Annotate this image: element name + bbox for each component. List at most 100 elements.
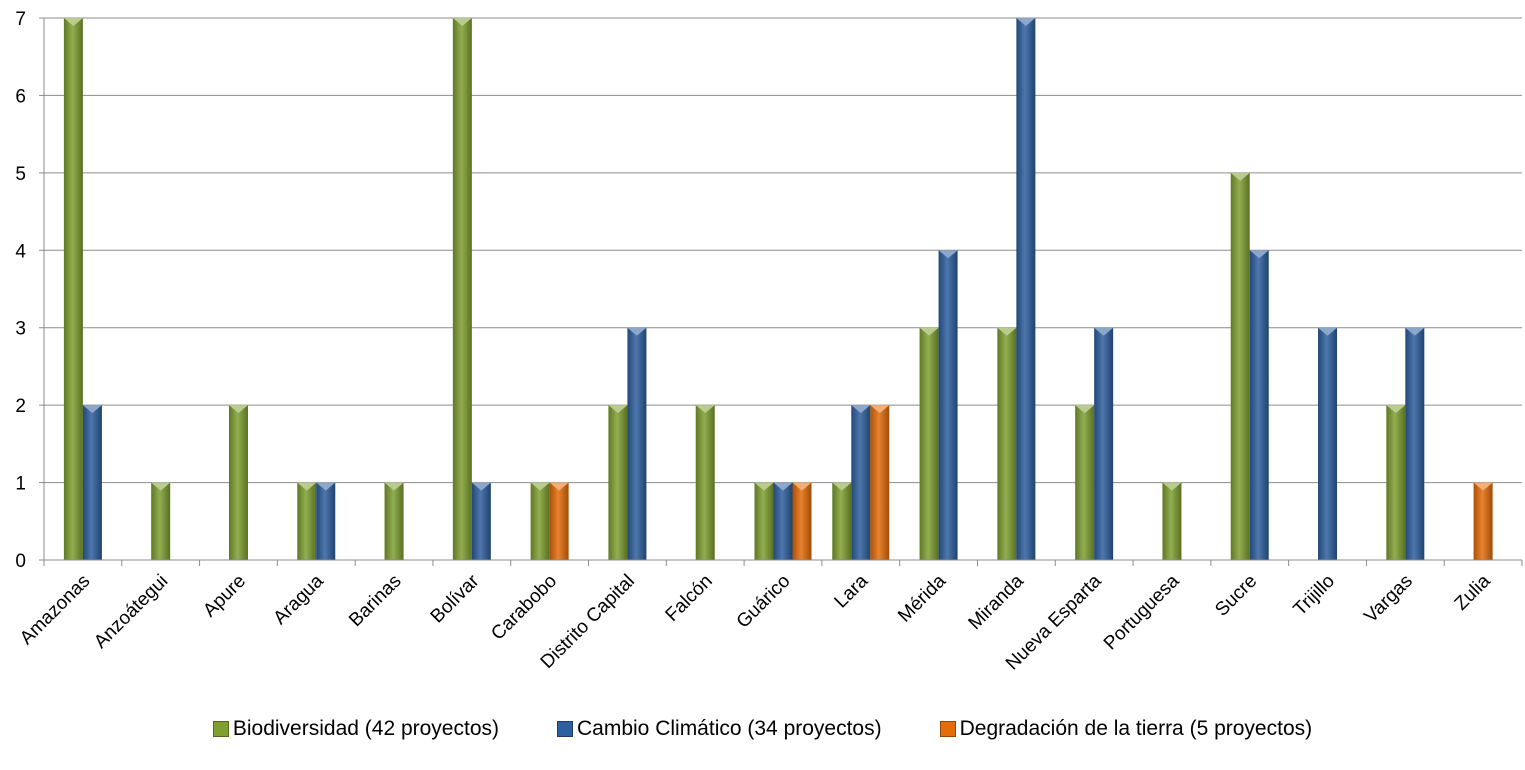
x-tick-label-trijillo: Trijillo (1290, 571, 1339, 620)
legend-swatch-cambio-climatico (557, 721, 573, 737)
legend-label-biodiversidad: Biodiversidad (42 proyectos) (232, 717, 499, 740)
bar-barinas-series-0 (384, 482, 404, 560)
y-tick-label-4: 4 (15, 241, 26, 262)
bar-merida-series-1 (938, 250, 958, 561)
bar-cap-guarico-series-2 (792, 482, 812, 491)
bar-cap-guarico-series-1 (773, 482, 793, 491)
legend-label-degradacion: Degradación de la tierra (5 proyectos) (959, 717, 1313, 740)
bar-carabobo-series-0 (530, 482, 550, 560)
bar-cap-distrito-capital-series-0 (608, 405, 628, 414)
x-tick-label-vargas: Vargas (1360, 571, 1416, 627)
bar-marks (63, 18, 1493, 561)
legend-item-cambio-climatico: Cambio Climático (34 proyectos) (557, 717, 882, 741)
bar-miranda-series-1 (1016, 18, 1036, 560)
y-tick-label-2: 2 (15, 396, 26, 417)
bar-cap-falcon-series-0 (695, 405, 715, 414)
bar-miranda-series-0 (997, 327, 1017, 560)
bar-cap-nueva-esparta-series-1 (1094, 327, 1114, 336)
x-tick-label-sucre: Sucre (1211, 571, 1261, 621)
bar-cap-carabobo-series-2 (549, 482, 569, 491)
legend-item-biodiversidad: Biodiversidad (42 proyectos) (212, 717, 499, 741)
x-tick-label-zulia: Zulia (1451, 570, 1495, 614)
bar-lara-series-2 (870, 405, 890, 560)
bar-cap-miranda-series-1 (1016, 18, 1036, 26)
bar-cap-distrito-capital-series-1 (627, 327, 647, 336)
y-tick-label-1: 1 (15, 474, 26, 495)
bar-cap-amazonas-series-0 (63, 18, 83, 26)
bar-cap-bolivar-series-1 (471, 482, 491, 491)
bar-cap-guarico-series-0 (754, 482, 774, 491)
bar-distrito-capital-series-0 (608, 405, 628, 560)
bar-vargas-series-0 (1386, 405, 1406, 560)
bar-lara-series-0 (832, 482, 852, 560)
bar-carabobo-series-2 (549, 482, 569, 560)
x-tick-label-carabobo: Carabobo (487, 571, 561, 645)
bar-merida-series-0 (919, 327, 939, 560)
bar-nueva-esparta-series-1 (1094, 327, 1114, 560)
y-tick-label-3: 3 (15, 319, 26, 340)
bar-cap-trijillo-series-1 (1318, 327, 1338, 336)
bar-cap-vargas-series-1 (1405, 327, 1425, 336)
y-tick-label-0: 0 (15, 551, 26, 572)
legend-swatch-degradacion (939, 721, 956, 737)
bar-sucre-series-1 (1249, 250, 1269, 561)
x-tick-label-guarico: Guárico (733, 571, 795, 633)
bar-cap-lara-series-2 (870, 405, 890, 414)
bar-nueva-esparta-series-0 (1075, 405, 1095, 560)
bar-guarico-series-0 (754, 482, 774, 560)
x-tick-label-lara: Lara (831, 570, 873, 612)
bar-cap-nueva-esparta-series-0 (1075, 405, 1095, 414)
bar-guarico-series-2 (792, 482, 812, 560)
bar-cap-barinas-series-0 (384, 482, 404, 491)
bar-amazonas-series-0 (63, 18, 83, 560)
bar-cap-sucre-series-0 (1230, 172, 1250, 181)
bar-distrito-capital-series-1 (627, 327, 647, 560)
bar-apure-series-0 (228, 405, 248, 560)
x-tick-label-portuguesa: Portuguesa (1100, 570, 1184, 654)
gridlines (44, 17, 1522, 484)
bar-cap-aragua-series-1 (316, 482, 336, 491)
legend-swatch-biodiversidad (212, 721, 229, 737)
x-tick-label-bolivar: Bolívar (427, 570, 484, 627)
bar-anzoategui-series-0 (151, 482, 171, 560)
bar-sucre-series-0 (1230, 172, 1250, 560)
bar-cap-sucre-series-1 (1249, 250, 1269, 259)
bar-cap-merida-series-0 (919, 327, 939, 336)
bar-bolivar-series-1 (471, 482, 491, 560)
bar-cap-portuguesa-series-0 (1162, 482, 1182, 491)
y-tick-label-5: 5 (15, 164, 26, 185)
legend-label-cambio-climatico: Cambio Climático (34 proyectos) (577, 717, 882, 740)
bar-cap-merida-series-1 (938, 250, 958, 259)
bar-bolivar-series-0 (452, 18, 472, 560)
bar-cap-aragua-series-0 (297, 482, 317, 491)
bar-zulia-series-2 (1473, 482, 1493, 560)
legend: Biodiversidad (42 proyectos) Cambio Clim… (0, 713, 1525, 745)
x-tick-label-miranda: Miranda (965, 570, 1029, 634)
bar-aragua-series-1 (316, 482, 336, 560)
bar-guarico-series-1 (773, 482, 793, 560)
bar-cap-miranda-series-0 (997, 327, 1017, 336)
bar-cap-zulia-series-2 (1473, 482, 1493, 491)
bar-cap-lara-series-1 (851, 405, 871, 414)
bar-amazonas-series-1 (82, 405, 102, 560)
bar-cap-carabobo-series-0 (530, 482, 550, 491)
bar-cap-lara-series-0 (832, 482, 852, 491)
y-tick-label-7: 7 (15, 9, 26, 30)
y-tick-labels: 0 1 2 3 4 5 6 7 (15, 9, 26, 572)
bar-vargas-series-1 (1405, 327, 1425, 560)
bar-lara-series-1 (851, 405, 871, 560)
bar-cap-vargas-series-0 (1386, 405, 1406, 414)
x-tick-label-apure: Apure (199, 571, 250, 622)
bar-cap-amazonas-series-1 (82, 405, 102, 414)
x-tick-label-aragua: Aragua (270, 570, 328, 628)
bar-falcon-series-0 (695, 405, 715, 560)
bar-trijillo-series-1 (1318, 327, 1338, 560)
y-tick-label-6: 6 (15, 86, 26, 107)
bar-cap-anzoategui-series-0 (151, 482, 171, 491)
legend-item-degradacion: Degradación de la tierra (5 proyectos) (939, 717, 1313, 741)
x-tick-label-barinas: Barinas (345, 571, 405, 631)
bar-cap-apure-series-0 (228, 405, 248, 414)
x-tick-label-amazonas: Amazonas (16, 571, 94, 649)
